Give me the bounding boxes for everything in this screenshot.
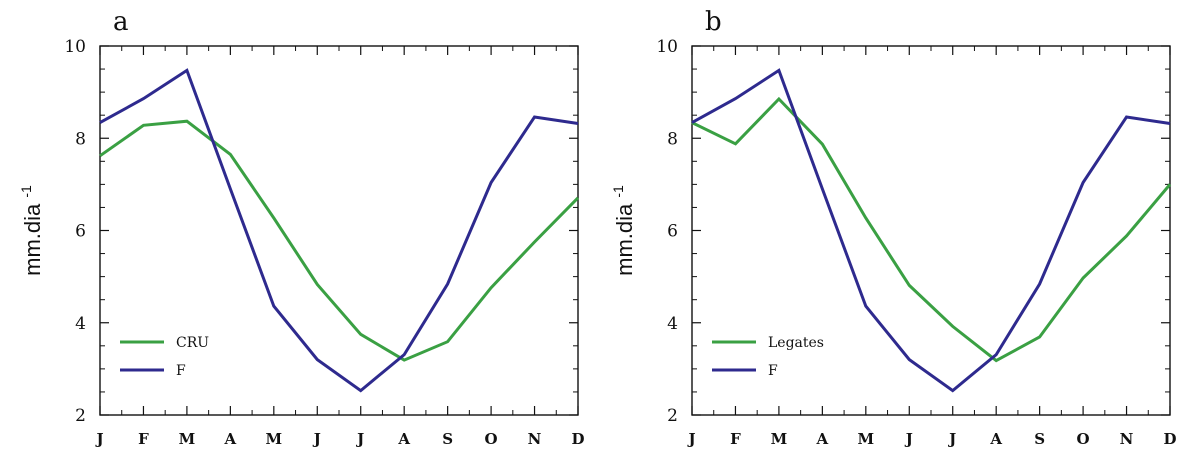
panel-letter: b (705, 7, 722, 37)
x-tick-label: F (138, 430, 149, 448)
x-tick-label: A (816, 430, 829, 448)
x-tick-label: N (528, 430, 542, 448)
y-tick-label: 8 (75, 129, 86, 149)
x-tick-label: M (179, 430, 196, 448)
x-tick-label: D (1163, 430, 1176, 448)
x-tick-label: A (397, 430, 410, 448)
panel-letter: a (113, 7, 129, 37)
y-tick-label: 10 (656, 37, 678, 57)
y-tick-label: 4 (75, 314, 86, 334)
x-tick-label: O (1077, 430, 1090, 448)
legend-label: CRU (176, 335, 209, 351)
x-tick-label: O (485, 430, 498, 448)
y-tick-label: 6 (75, 222, 86, 242)
y-axis-title: mm.dia -1 (610, 185, 637, 276)
x-tick-label: J (947, 430, 956, 448)
legend-label: Legates (768, 335, 824, 351)
x-tick-label: J (94, 430, 103, 448)
legend-label: F (176, 363, 186, 379)
x-tick-label: J (686, 430, 695, 448)
x-tick-label: M (771, 430, 788, 448)
x-tick-label: F (730, 430, 741, 448)
x-tick-label: J (904, 430, 913, 448)
y-tick-label: 2 (667, 406, 678, 426)
y-tick-label: 8 (667, 129, 678, 149)
x-tick-label: S (1034, 430, 1045, 448)
x-tick-label: A (224, 430, 237, 448)
legend-label: F (768, 363, 778, 379)
x-tick-label: M (858, 430, 875, 448)
panel-a: J F M A M J J A S O N D 2 4 6 8 10 mm.dia -1 a CRU F (18, 7, 585, 448)
x-tick-label: A (989, 430, 1002, 448)
y-tick-label: 6 (667, 222, 678, 242)
y-tick-label: 2 (75, 406, 86, 426)
series-line-f (691, 68, 1171, 393)
panel-b: J F M A M J J A S O N D 2 4 6 8 10 mm.dia -1 b Legates F (610, 7, 1177, 448)
x-tick-label: J (312, 430, 321, 448)
x-tick-label: D (571, 430, 584, 448)
plot-frame (99, 45, 579, 416)
x-tick-label: S (442, 430, 453, 448)
y-axis-title: mm.dia -1 (18, 185, 45, 276)
series-line-legates (691, 96, 1172, 363)
series-line-f (99, 68, 579, 393)
y-tick-label: 4 (667, 314, 678, 334)
series-line-cru (99, 119, 580, 362)
y-tick-label: 10 (64, 37, 86, 57)
x-tick-label: N (1120, 430, 1134, 448)
x-tick-label: J (355, 430, 364, 448)
x-tick-label: M (266, 430, 283, 448)
plot-frame (691, 45, 1171, 416)
